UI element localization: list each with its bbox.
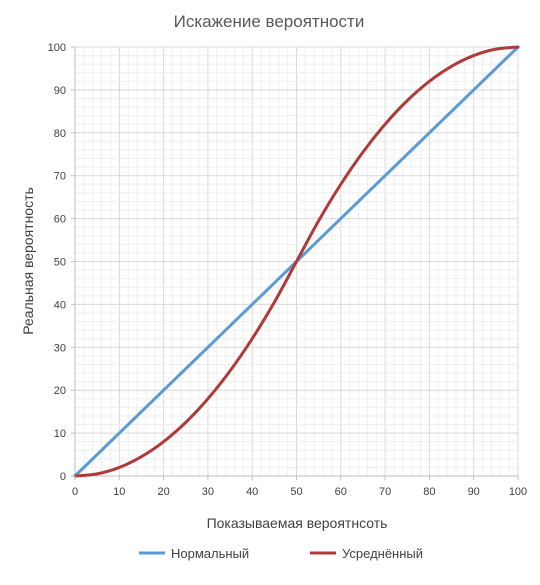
y-tick-label: 30 — [54, 342, 66, 354]
y-tick-label: 70 — [54, 171, 66, 183]
x-tick-label: 90 — [468, 486, 480, 498]
y-tick-label: 10 — [54, 428, 66, 440]
x-tick-label: 30 — [202, 486, 214, 498]
y-tick-label: 90 — [54, 85, 66, 97]
y-tick-label: 60 — [54, 214, 66, 226]
x-tick-label: 0 — [72, 486, 78, 498]
x-tick-label: 10 — [113, 486, 125, 498]
x-tick-label: 50 — [290, 486, 302, 498]
x-tick-label: 100 — [509, 486, 527, 498]
x-axis-label: Показываемая вероятнсоть — [207, 515, 388, 531]
x-tick-label: 60 — [335, 486, 347, 498]
series-lines — [73, 45, 520, 478]
y-tick-label: 80 — [54, 128, 66, 140]
y-tick-label: 50 — [54, 257, 66, 269]
x-tick-label: 70 — [379, 486, 391, 498]
grid — [74, 46, 519, 477]
legend: Нормальный Усреднённый — [139, 546, 423, 561]
y-tick-label: 40 — [54, 299, 66, 311]
y-axis-label: Реальная вероятность — [20, 187, 36, 335]
chart-title: Искажение вероятности — [174, 12, 365, 31]
legend-label-1: Нормальный — [171, 546, 249, 561]
x-tick-label: 20 — [157, 486, 169, 498]
legend-label-2: Усреднённый — [342, 546, 423, 561]
y-tick-label: 100 — [48, 42, 66, 54]
x-tick-label: 40 — [246, 486, 258, 498]
x-tick-label: 80 — [423, 486, 435, 498]
y-tick-label: 0 — [60, 471, 66, 483]
tick-labels: 0 10 20 30 40 50 60 70 80 90 100 0 10 20 30 40 50 60 70 80 9… — [48, 42, 528, 498]
y-tick-label: 20 — [54, 385, 66, 397]
series-line-2 — [73, 45, 520, 478]
